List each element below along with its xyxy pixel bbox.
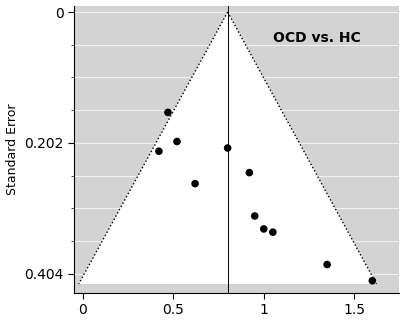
Point: [165, 110, 171, 115]
Point: [174, 139, 180, 144]
Point: [156, 149, 162, 154]
Point: [246, 170, 253, 175]
Point: [252, 214, 258, 219]
Polygon shape: [79, 12, 377, 284]
Y-axis label: Standard Error: Standard Error: [6, 104, 19, 195]
Point: [324, 262, 330, 267]
Point: [260, 226, 267, 232]
Point: [192, 181, 198, 186]
Point: [224, 145, 231, 151]
Point: [270, 230, 276, 235]
Point: [369, 278, 375, 283]
Text: OCD vs. HC: OCD vs. HC: [273, 31, 360, 46]
